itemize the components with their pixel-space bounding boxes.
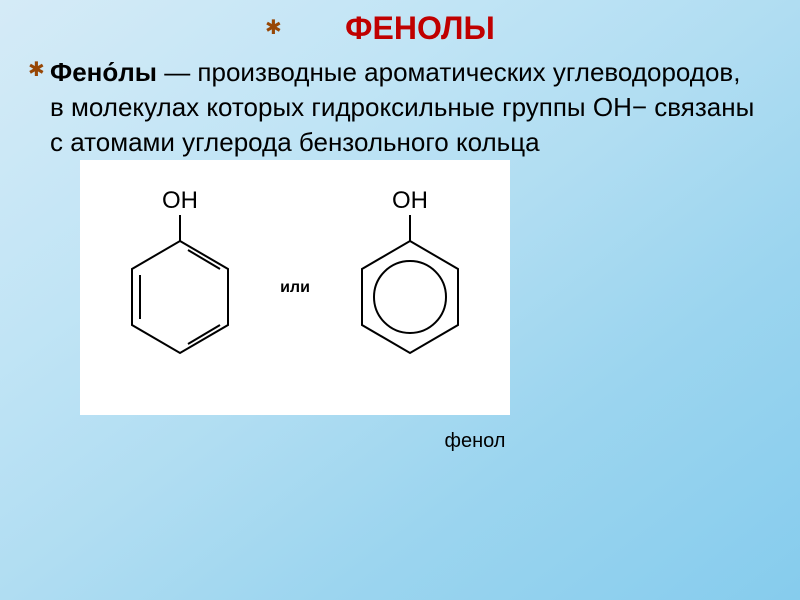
definition-term: Фено́лы <box>50 57 157 87</box>
structure-kekule: OH <box>110 183 250 393</box>
oh-label-1: OH <box>162 187 198 214</box>
benzene-hexagon-2 <box>362 241 458 353</box>
definition-text: Фено́лы — производные ароматических угле… <box>50 55 760 160</box>
double-bond-2 <box>188 325 220 344</box>
slide-title: ФЕНОЛЫ <box>80 10 760 47</box>
aromatic-circle <box>374 261 446 333</box>
phenol-circle-svg: OH <box>340 183 480 393</box>
slide-container: ✱ ФЕНОЛЫ ✱ Фено́лы — производные аромати… <box>0 0 800 600</box>
double-bond-1 <box>188 250 220 269</box>
structure-circle: OH <box>340 183 480 393</box>
or-label: или <box>280 279 310 297</box>
bullet-star-icon: ✱ <box>28 57 45 82</box>
structures-container: OH или OH <box>80 160 510 415</box>
phenol-kekule-svg: OH <box>110 183 250 393</box>
structure-caption: фенол <box>190 430 760 453</box>
title-bullet-star: ✱ <box>265 15 282 40</box>
oh-label-2: OH <box>392 187 428 214</box>
definition-block: ✱ Фено́лы — производные ароматических уг… <box>50 55 760 160</box>
benzene-hexagon-1 <box>132 241 228 353</box>
